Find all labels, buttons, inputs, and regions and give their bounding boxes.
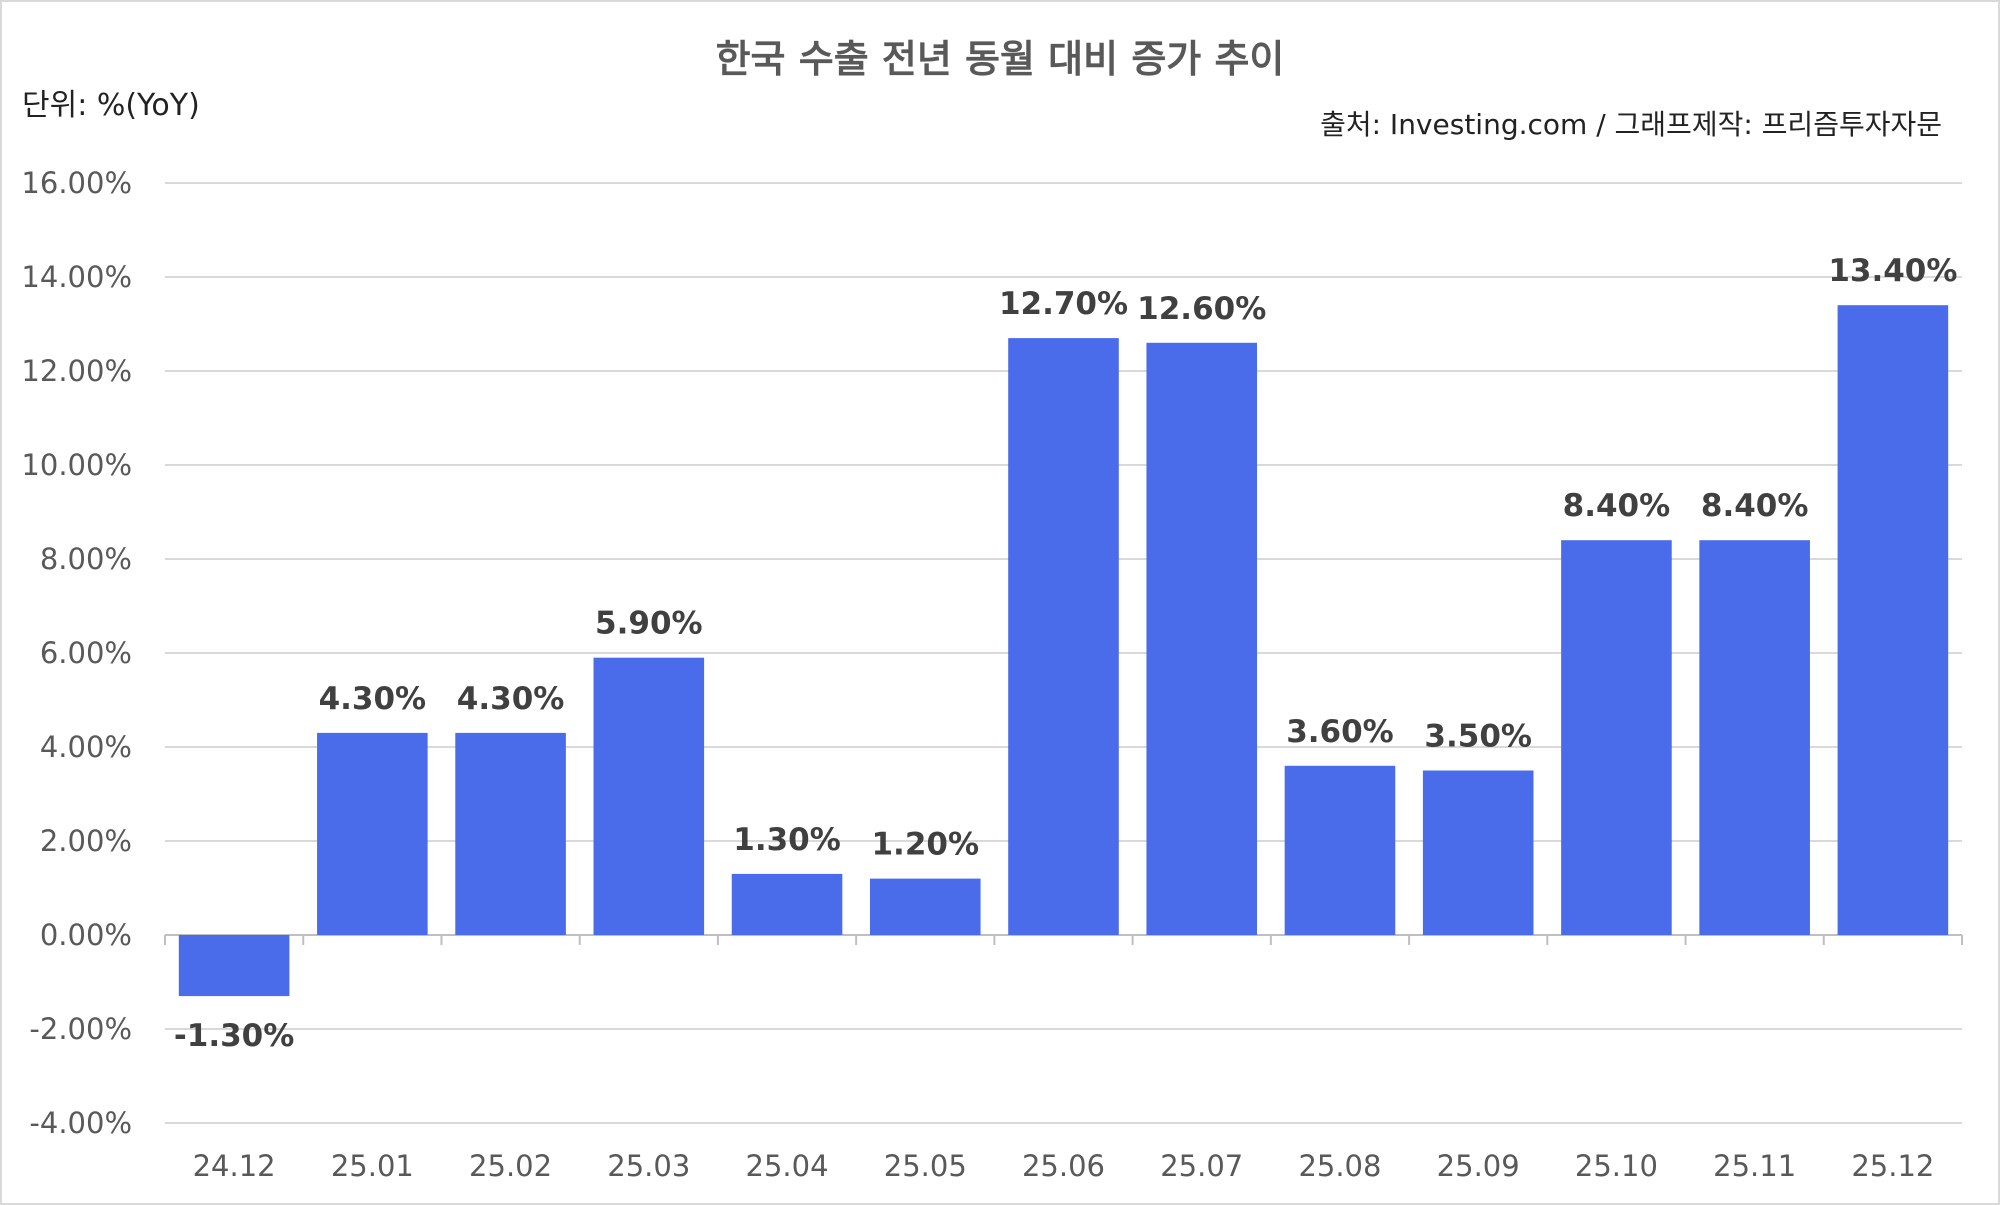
data-label: 8.40%: [1563, 488, 1671, 524]
x-tick-label: 25.09: [1437, 1149, 1520, 1183]
data-label: 3.60%: [1286, 714, 1394, 750]
bar: [1008, 338, 1119, 936]
x-tick-label: 25.07: [1160, 1149, 1243, 1183]
y-tick-label: 12.00%: [21, 354, 132, 388]
data-label: 12.70%: [999, 286, 1128, 322]
x-tick-label: 25.03: [607, 1149, 690, 1183]
x-tick-label: 25.10: [1575, 1149, 1658, 1183]
source-label: 출처: Investing.com / 그래프제작: 프리즘투자자문: [1320, 108, 1942, 141]
x-tick-label: 25.05: [884, 1149, 967, 1183]
bar: [178, 935, 290, 997]
data-label: 8.40%: [1701, 488, 1809, 524]
bar-layer: [178, 305, 1949, 997]
bar: [1146, 342, 1258, 935]
data-label: 1.20%: [871, 827, 979, 863]
data-label: 12.60%: [1137, 291, 1266, 327]
bar: [1422, 770, 1534, 935]
x-tick-label: 25.08: [1298, 1149, 1381, 1183]
data-label: 1.30%: [733, 822, 841, 858]
y-tick-label: 0.00%: [40, 918, 132, 952]
data-label: 3.50%: [1424, 719, 1532, 755]
x-tick-label: 25.04: [746, 1149, 829, 1183]
bar: [1699, 540, 1810, 935]
y-tick-label: 14.00%: [21, 260, 132, 294]
bar: [455, 732, 566, 935]
y-tick-label: 10.00%: [21, 448, 132, 482]
y-tick-label: 4.00%: [40, 730, 132, 764]
label-layer: -4.00% -2.00% 0.00% 2.00% 4.00% 6.00% 8.00% 10.…: [21, 166, 1957, 1183]
bar: [317, 732, 428, 935]
x-tick-label: 25.12: [1851, 1149, 1934, 1183]
chart-title: 한국 수출 전년 동월 대비 증가 추이: [716, 37, 1285, 81]
y-tick-label: -2.00%: [29, 1012, 132, 1046]
bar: [731, 873, 843, 935]
y-tick-label: 2.00%: [40, 824, 132, 858]
y-tick-label: -4.00%: [29, 1106, 132, 1140]
x-tick-label: 25.06: [1022, 1149, 1105, 1183]
bar: [1837, 305, 1949, 935]
data-label: 4.30%: [457, 681, 565, 717]
data-label: 4.30%: [319, 681, 427, 717]
x-tick-label: 25.11: [1713, 1149, 1796, 1183]
y-tick-label: 16.00%: [21, 166, 132, 200]
data-label: -1.30%: [174, 1018, 294, 1054]
bar: [593, 657, 705, 935]
y-tick-label: 8.00%: [40, 542, 132, 576]
x-tick-label: 25.01: [331, 1149, 414, 1183]
y-tick-label: 6.00%: [40, 636, 132, 670]
unit-label: 단위: %(YoY): [22, 88, 200, 123]
data-label: 5.90%: [595, 606, 703, 642]
bar: [1561, 540, 1672, 935]
x-tick-label: 24.12: [193, 1149, 276, 1183]
x-tick-label: 25.02: [469, 1149, 552, 1183]
data-label: 13.40%: [1828, 253, 1957, 289]
bar: [1284, 765, 1396, 935]
bar: [869, 878, 981, 935]
